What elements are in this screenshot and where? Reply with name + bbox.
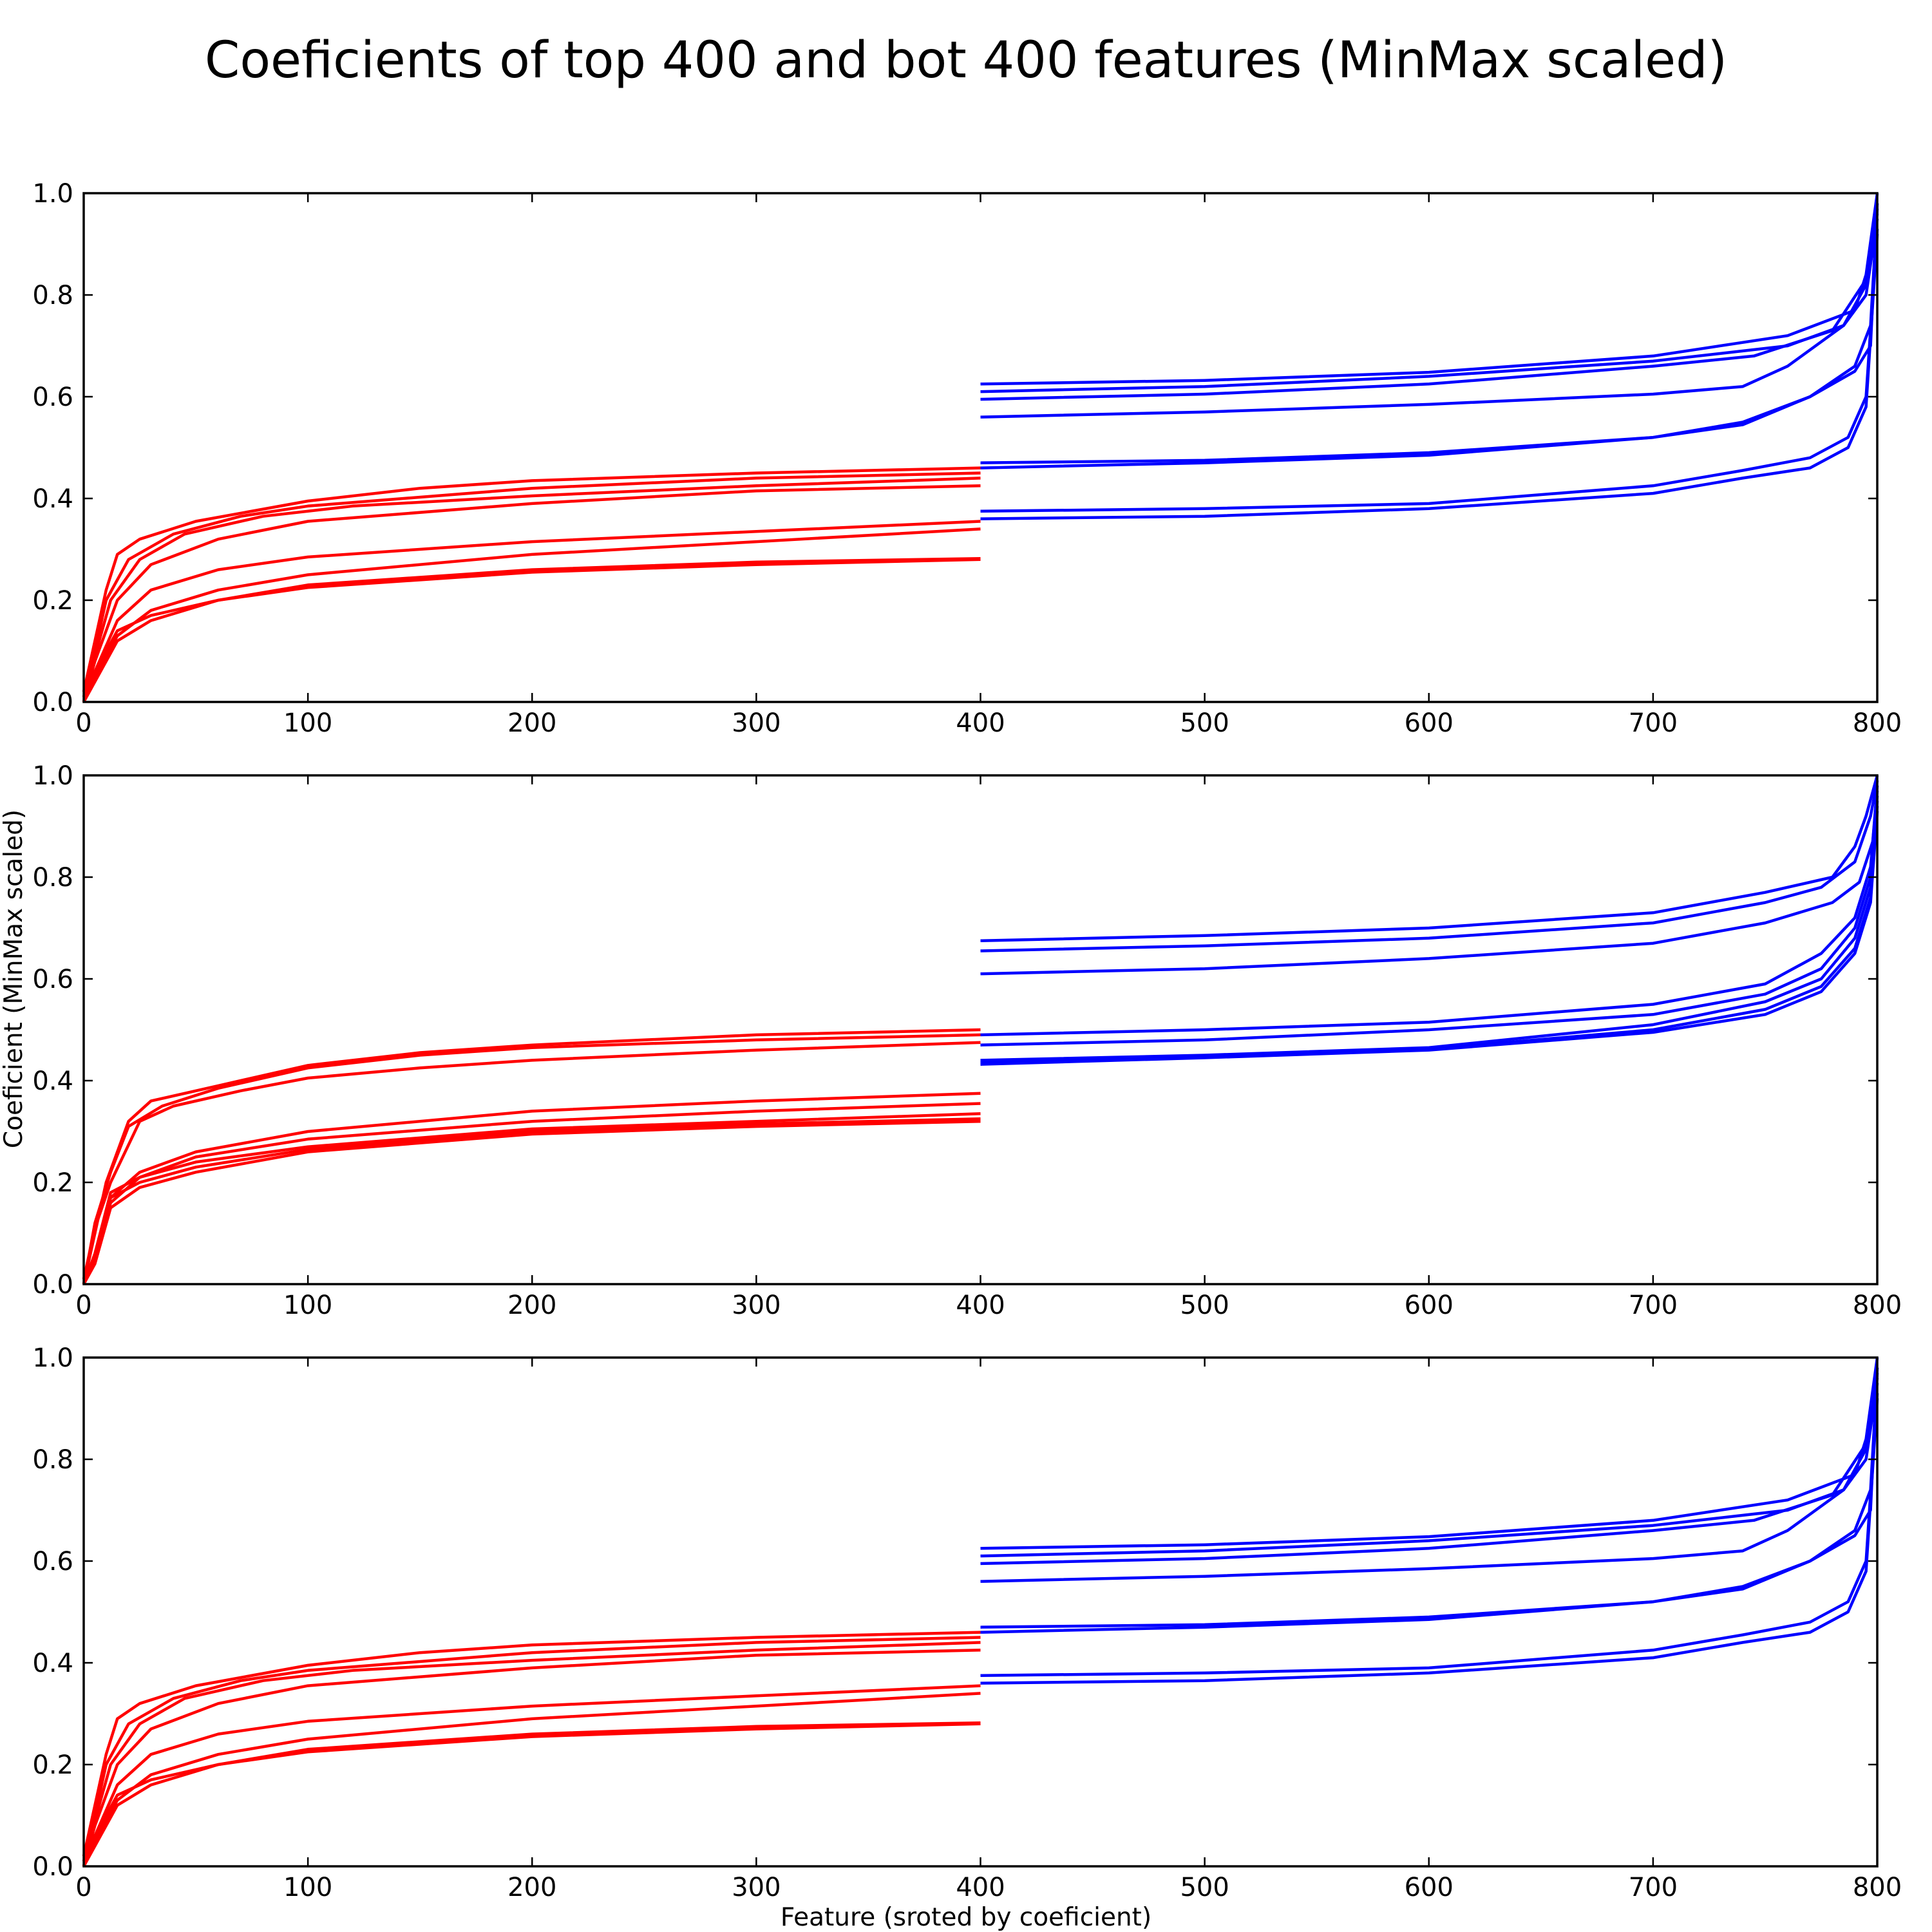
y-tick-label: 0.6 <box>32 383 73 412</box>
x-tick-label: 700 <box>1629 1291 1678 1320</box>
x-tick-label: 800 <box>1853 1291 1902 1320</box>
subplot-3: 0 100 200 300 400 500 600 700 800 0.0 0.2 0.4 0.6 0.8… <box>32 1343 1902 1902</box>
x-tick-label: 400 <box>956 708 1005 738</box>
top-feature-line-2 <box>980 203 1879 393</box>
bottom-feature-line-3 <box>82 477 981 697</box>
x-tick-label: 0 <box>75 708 91 738</box>
x-tick-label: 600 <box>1405 1873 1454 1902</box>
y-tick-label: 0.8 <box>32 1445 73 1475</box>
top-feature-line-2 <box>980 780 1879 952</box>
top-feature-line-4 <box>980 1383 1879 1583</box>
y-tick-label: 0.0 <box>32 1270 73 1300</box>
bottom-feature-line-6 <box>82 527 981 703</box>
y-tick-label: 0.4 <box>32 484 73 514</box>
chart-title: Coeficients of top 400 and bot 400 featu… <box>205 32 1727 90</box>
top-feature-line-7 <box>980 1393 1879 1678</box>
top-feature-line-4 <box>980 790 1879 1037</box>
y-tick-label: 0.8 <box>32 281 73 310</box>
x-tick-label: 700 <box>1629 708 1678 738</box>
bottom-feature-line-8 <box>82 1119 981 1285</box>
x-tick-label: 400 <box>956 1291 1005 1320</box>
x-tick-label: 100 <box>283 1291 332 1320</box>
bottom-feature-line-3 <box>82 1641 981 1862</box>
x-tick-label: 100 <box>283 1873 332 1902</box>
y-tick-label: 0.6 <box>32 965 73 994</box>
plot-frame <box>82 774 1879 1285</box>
x-tick-label: 600 <box>1405 708 1454 738</box>
top-feature-line-8 <box>980 1398 1879 1685</box>
subplot-2: 0 100 200 300 400 500 600 700 800 0.0 0.2 0.4 0.6 0.8… <box>32 761 1902 1320</box>
x-tick-label: 300 <box>732 708 781 738</box>
x-axis-label: Feature (sroted by coeficient) <box>781 1903 1151 1932</box>
x-tick-label: 200 <box>507 1873 556 1902</box>
x-tick-label: 300 <box>732 1873 781 1902</box>
y-tick-label: 0.2 <box>32 1168 73 1198</box>
x-tick-label: 500 <box>1180 1873 1229 1902</box>
x-tick-label: 0 <box>75 1291 91 1320</box>
y-tick-label: 0.2 <box>32 1750 73 1780</box>
y-tick-label: 0.4 <box>32 1649 73 1678</box>
top-feature-line-5 <box>980 203 1879 464</box>
bottom-feature-line-8 <box>82 556 981 703</box>
top-feature-line-6 <box>980 208 1879 469</box>
bottom-feature-line-1 <box>82 466 981 692</box>
x-tick-label: 300 <box>732 1291 781 1320</box>
top-feature-line-2 <box>980 1367 1879 1558</box>
bottom-feature-line-3 <box>82 1041 981 1280</box>
x-tick-label: 400 <box>956 1873 1005 1902</box>
bottom-feature-line-6 <box>82 1692 981 1867</box>
x-tick-label: 500 <box>1180 708 1229 738</box>
x-tick-label: 600 <box>1405 1291 1454 1320</box>
x-tick-label: 800 <box>1853 1873 1902 1902</box>
top-feature-line-5 <box>980 1367 1879 1629</box>
bottom-feature-line-7 <box>82 1117 981 1285</box>
y-tick-label: 0.6 <box>32 1547 73 1577</box>
x-tick-label: 800 <box>1853 708 1902 738</box>
bottom-feature-line-2 <box>82 1636 981 1867</box>
y-tick-label: 0.4 <box>32 1066 73 1096</box>
x-tick-label: 0 <box>75 1873 91 1902</box>
top-feature-line-3 <box>980 785 1879 976</box>
bottom-feature-line-4 <box>82 484 981 703</box>
top-feature-line-6 <box>980 1372 1879 1634</box>
y-axis-label: Coeficient (MinMax scaled) <box>0 810 28 1148</box>
x-tick-label: 200 <box>507 708 556 738</box>
top-feature-line-7 <box>980 229 1879 513</box>
y-tick-label: 0.0 <box>32 1852 73 1882</box>
bottom-feature-line-5 <box>82 520 981 698</box>
y-tick-label: 1.0 <box>32 1343 73 1373</box>
top-feature-line-3 <box>980 1378 1879 1566</box>
x-tick-label: 200 <box>507 1291 556 1320</box>
top-feature-line-4 <box>980 218 1879 419</box>
top-feature-line-3 <box>980 213 1879 401</box>
bottom-feature-line-2 <box>82 471 981 703</box>
bottom-feature-line-8 <box>82 1721 981 1868</box>
top-feature-line-5 <box>980 795 1879 1046</box>
x-tick-label: 700 <box>1629 1873 1678 1902</box>
plot-frame <box>82 192 1879 703</box>
subplots-group: 0 100 200 300 400 500 600 700 800 0.0 0.2 0.4 0.6 0.8… <box>32 179 1902 1902</box>
plot-frame <box>82 1356 1879 1868</box>
y-tick-label: 0.2 <box>32 586 73 616</box>
top-feature-line-8 <box>980 811 1879 1066</box>
x-tick-label: 100 <box>283 708 332 738</box>
bottom-feature-line-4 <box>82 1649 981 1867</box>
top-feature-line-8 <box>980 234 1879 520</box>
top-feature-line-1 <box>980 775 1879 943</box>
y-tick-label: 1.0 <box>32 179 73 209</box>
y-tick-label: 1.0 <box>32 761 73 791</box>
y-tick-label: 0.8 <box>32 863 73 893</box>
bottom-feature-line-1 <box>82 1631 981 1857</box>
bottom-feature-line-2 <box>82 1033 981 1285</box>
bottom-feature-line-5 <box>82 1684 981 1862</box>
subplot-1: 0 100 200 300 400 500 600 700 800 0.0 0.2 0.4 0.6 0.8… <box>32 179 1902 738</box>
x-tick-label: 500 <box>1180 1291 1229 1320</box>
y-tick-label: 0.0 <box>32 688 73 717</box>
